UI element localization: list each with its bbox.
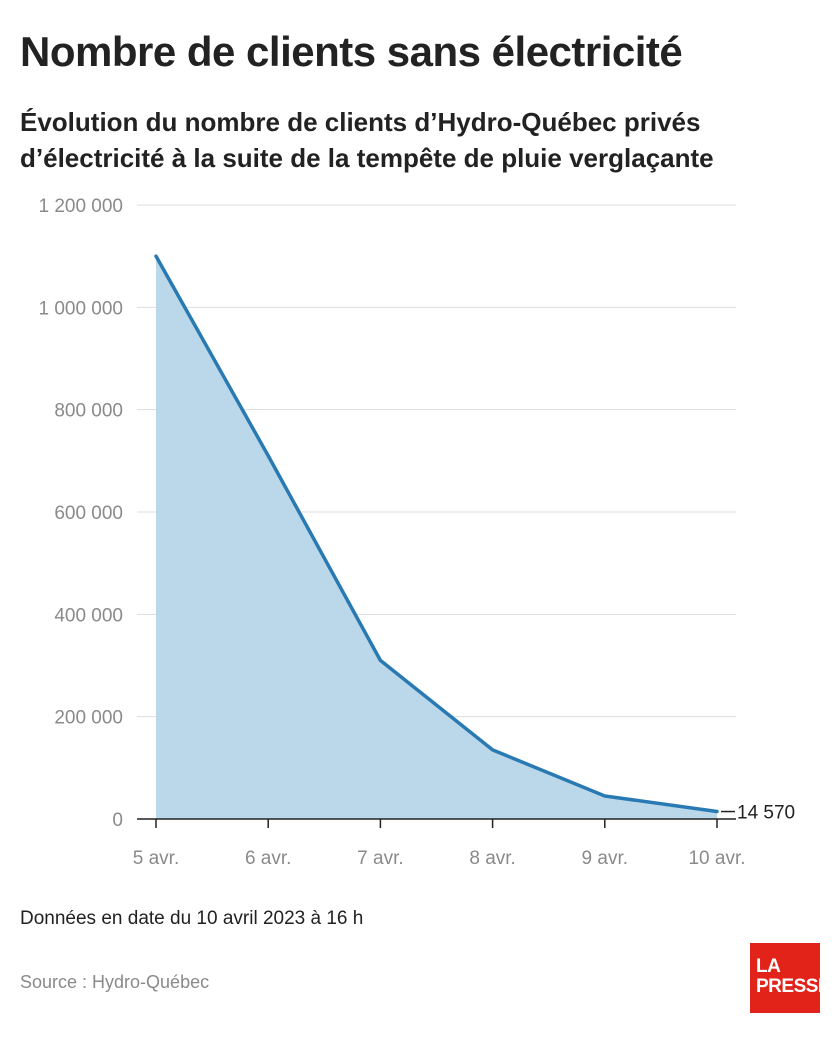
- y-tick-label: 600 000: [54, 503, 123, 524]
- area-fill: [156, 256, 717, 820]
- y-tick-label: 1 200 000: [38, 196, 123, 217]
- la-presse-logo: LA PRESSE: [750, 943, 831, 1013]
- area-chart: 0 200 000 400 000 600 000 800 000 1 000 000 1 …: [38, 196, 795, 869]
- x-axis: [137, 818, 736, 828]
- logo-line-2: PRESSE: [756, 976, 831, 997]
- chart-title: Nombre de clients sans électricité: [20, 28, 683, 75]
- x-tick-label: 10 avr.: [688, 848, 745, 869]
- end-value-label-group: 14 570: [721, 803, 795, 824]
- x-tick-label: 5 avr.: [133, 848, 179, 869]
- logo-line-1: LA: [756, 956, 781, 977]
- x-tick-label: 9 avr.: [582, 848, 628, 869]
- y-tick-label: 0: [112, 810, 123, 831]
- x-tick-label: 7 avr.: [357, 848, 403, 869]
- y-tick-label: 1 000 000: [38, 298, 123, 319]
- x-tick-label: 6 avr.: [245, 848, 291, 869]
- y-tick-label: 200 000: [54, 708, 123, 729]
- area-fill-layer: [156, 256, 717, 820]
- y-axis-tick-labels: 0 200 000 400 000 600 000 800 000 1 000 000 1 …: [38, 196, 123, 831]
- y-tick-label: 800 000: [54, 401, 123, 422]
- y-tick-label: 400 000: [54, 605, 123, 626]
- x-tick-label: 8 avr.: [469, 848, 515, 869]
- end-value-label: 14 570: [737, 803, 795, 824]
- series-line-layer: [154, 254, 719, 814]
- series-line: [154, 254, 719, 814]
- chart-subtitle: Évolution du nombre de clients d’Hydro-Q…: [20, 107, 714, 173]
- x-axis-tick-labels: 5 avr. 6 avr. 7 avr. 8 avr. 9 avr. 10 avr.: [133, 848, 746, 869]
- source-credit: Source : Hydro-Québec: [20, 972, 210, 992]
- data-date-note: Données en date du 10 avril 2023 à 16 h: [20, 908, 364, 929]
